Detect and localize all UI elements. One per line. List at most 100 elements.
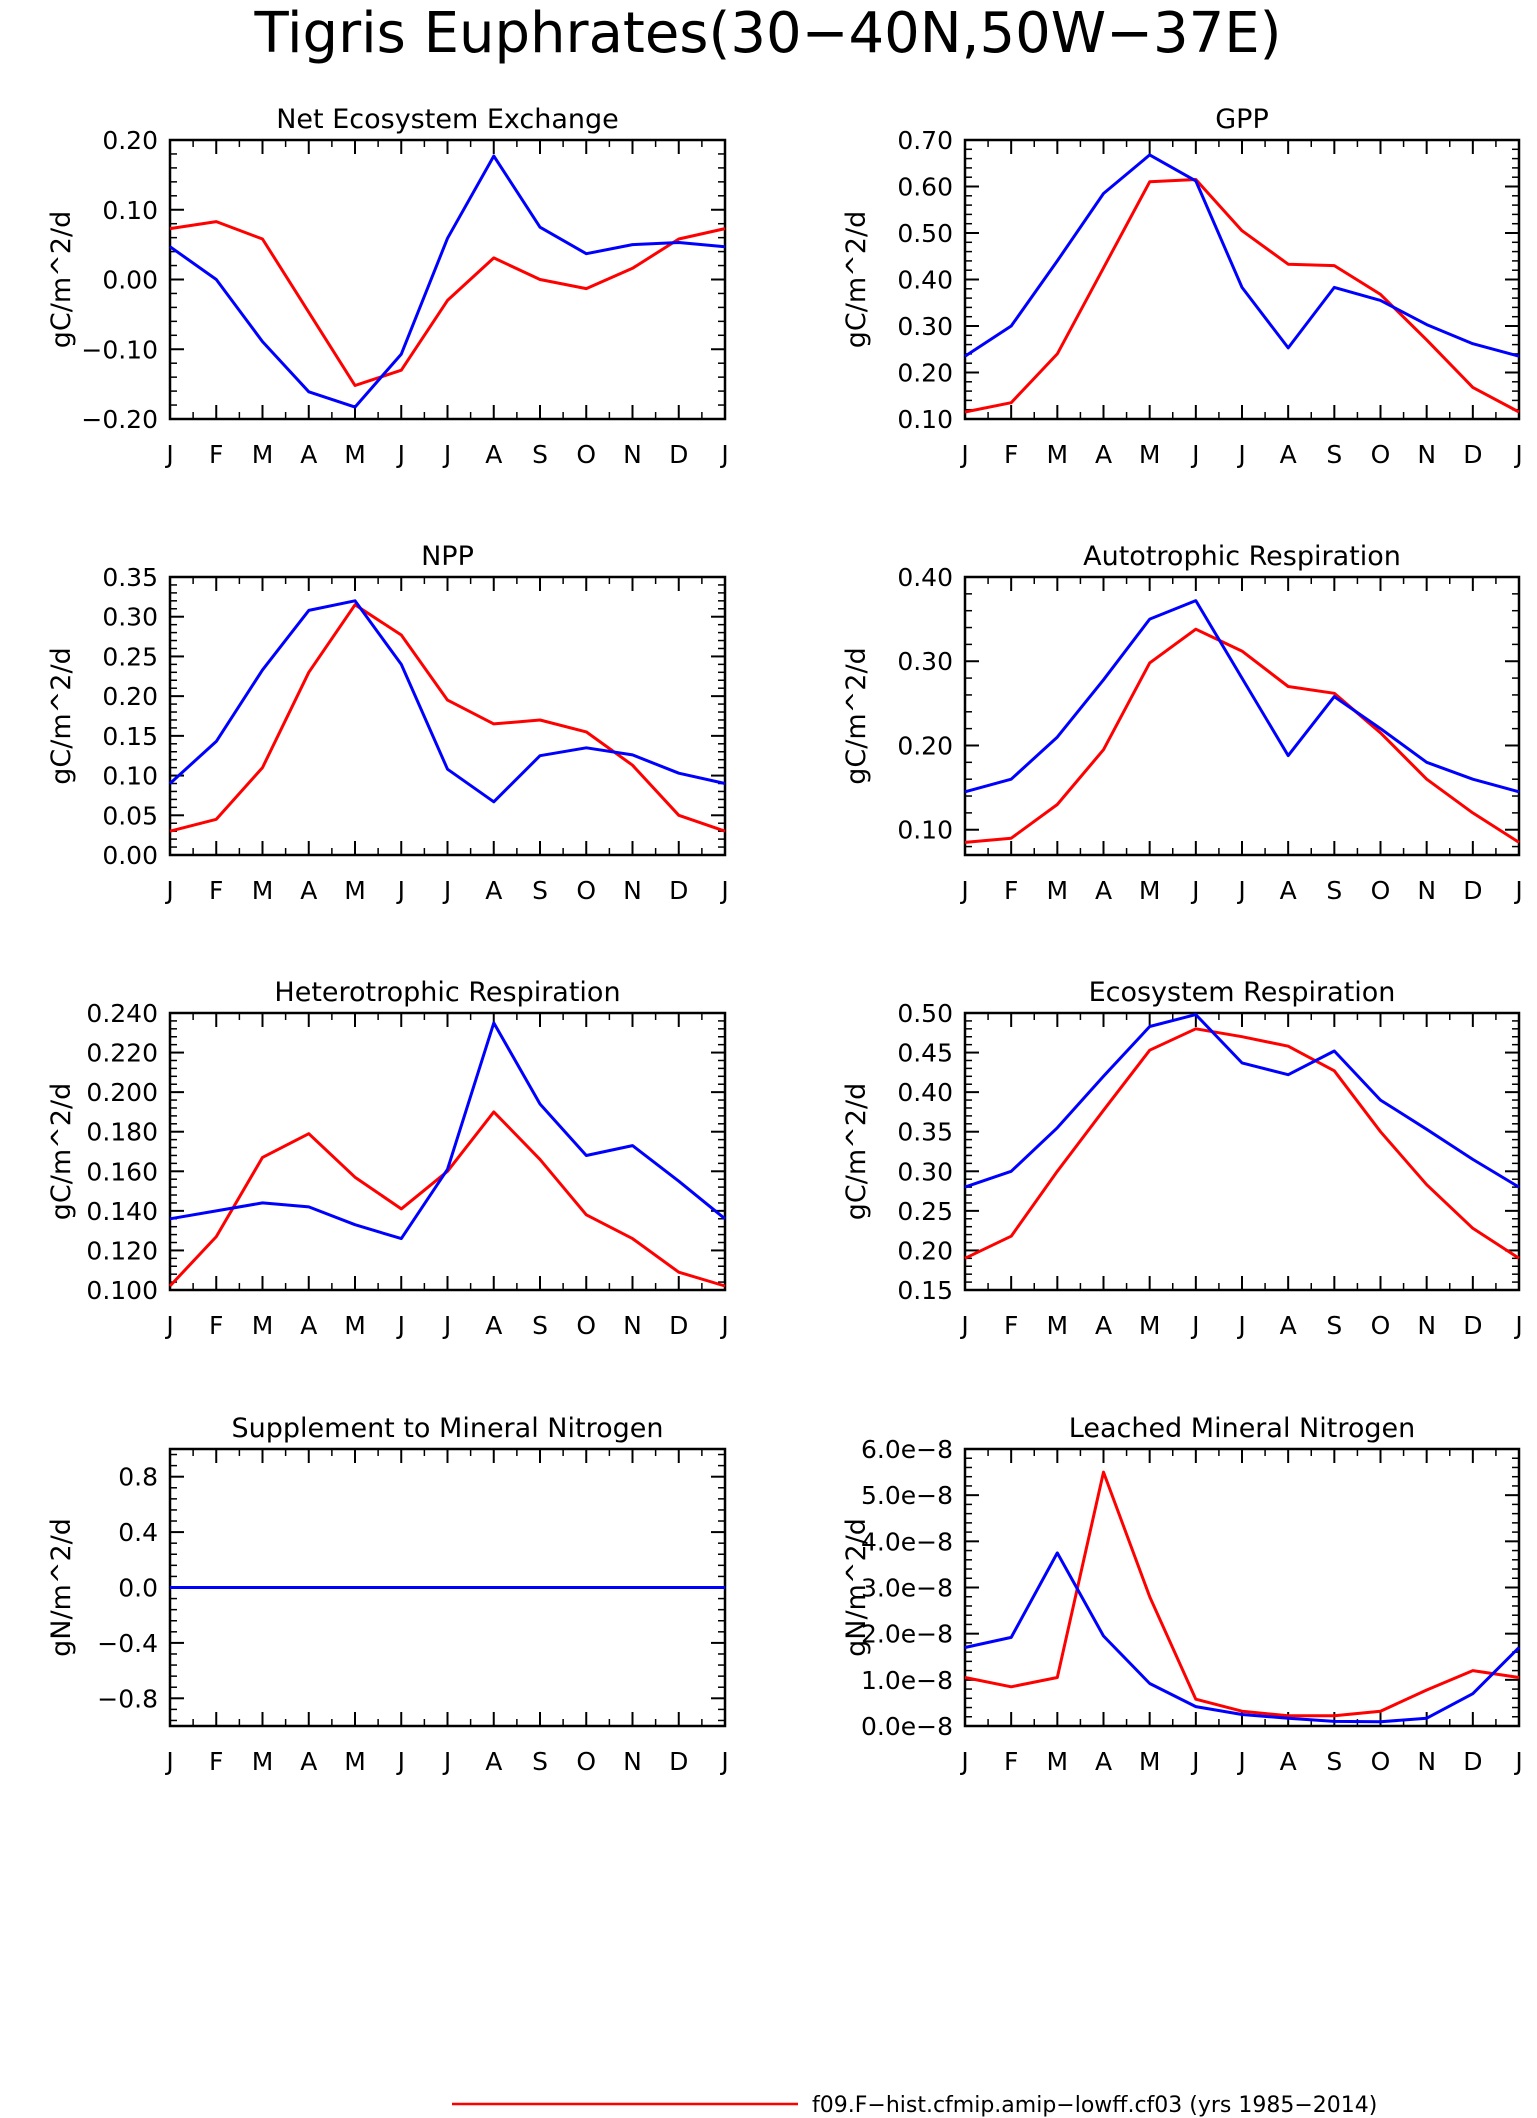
y-tick-label: 0.30 [102, 603, 158, 632]
series-line-red [964, 1027, 1520, 1260]
y-tick-label: −0.10 [81, 335, 158, 364]
x-tick-label: A [1280, 1747, 1297, 1776]
y-tick-label: −0.8 [97, 1684, 158, 1713]
panel-title: GPP [1215, 104, 1269, 135]
series-line-red [964, 1470, 1520, 1718]
y-tick-label: 0.240 [86, 999, 158, 1028]
x-tick-label: J [442, 1311, 451, 1340]
x-tick-label: S [1326, 440, 1342, 469]
y-tick-label: 0.70 [897, 126, 953, 155]
y-tick-label: 0.10 [897, 405, 953, 434]
x-tick-label: O [576, 876, 596, 905]
x-tick-label: D [669, 876, 688, 905]
x-tick-label: J [959, 1311, 968, 1340]
y-tick-label: 0.15 [102, 722, 158, 751]
y-tick-label: 0.25 [897, 1197, 953, 1226]
x-tick-label: F [1004, 440, 1018, 469]
x-tick-label: J [164, 1311, 173, 1340]
y-tick-label: 0.30 [897, 312, 953, 341]
x-tick-label: N [1417, 876, 1436, 905]
x-tick-label: A [1280, 876, 1297, 905]
x-tick-label: N [1417, 1747, 1436, 1776]
x-tick-label: M [1139, 1311, 1161, 1340]
x-tick-label: F [1004, 1747, 1018, 1776]
x-tick-label: J [959, 440, 968, 469]
series-line-blue [964, 1013, 1520, 1189]
y-tick-label: 0.20 [897, 731, 953, 760]
x-tick-label: F [209, 1311, 223, 1340]
x-tick-label: D [669, 1311, 688, 1340]
x-tick-label: A [485, 1311, 502, 1340]
x-tick-label: M [344, 1747, 366, 1776]
x-tick-label: J [164, 1747, 173, 1776]
x-tick-label: O [576, 1747, 596, 1776]
x-tick-label: N [1417, 1311, 1436, 1340]
y-tick-label: 0.40 [897, 266, 953, 295]
x-tick-label: M [1139, 1747, 1161, 1776]
x-tick-label: A [300, 1747, 317, 1776]
panel-title: Leached Mineral Nitrogen [1069, 1413, 1415, 1444]
y-tick-label: 0.60 [897, 173, 953, 202]
y-tick-label: 0.0 [118, 1574, 158, 1603]
y-tick-label: 0.40 [897, 563, 953, 592]
y-tick-label: 0.35 [897, 1118, 953, 1147]
y-tick-label: 0.25 [102, 642, 158, 671]
y-tick-label: 4.0e−8 [861, 1527, 953, 1556]
x-tick-label: M [1047, 440, 1069, 469]
y-tick-label: 0.00 [102, 266, 158, 295]
x-tick-label: S [1326, 1311, 1342, 1340]
x-tick-label: F [209, 440, 223, 469]
x-tick-label: J [1513, 1747, 1522, 1776]
y-axis-label: gC/m^2/d [841, 211, 872, 348]
y-tick-label: −0.4 [97, 1629, 158, 1658]
x-tick-label: A [300, 440, 317, 469]
y-axis-label: gN/m^2/d [46, 1518, 77, 1657]
figure-title: Tigris Euphrates(30−40N,50W−37E) [253, 1, 1281, 66]
plot-frame [168, 138, 727, 421]
plot-frame [963, 138, 1521, 421]
plot-frame [168, 575, 727, 857]
x-tick-label: J [959, 1747, 968, 1776]
series-line-red [169, 220, 726, 387]
x-tick-label: J [1236, 440, 1245, 469]
x-tick-label: M [1047, 1747, 1069, 1776]
x-tick-label: A [1095, 1311, 1112, 1340]
x-tick-label: M [252, 876, 274, 905]
y-axis-label: gN/m^2/d [841, 1518, 872, 1657]
series-line-blue [169, 1021, 726, 1241]
x-tick-label: M [252, 1747, 274, 1776]
x-tick-label: J [719, 440, 728, 469]
plot-frame [963, 1447, 1521, 1728]
x-tick-label: M [344, 440, 366, 469]
x-tick-label: J [396, 440, 405, 469]
x-tick-label: J [396, 1747, 405, 1776]
x-tick-label: F [1004, 876, 1018, 905]
y-tick-label: 0.10 [102, 196, 158, 225]
panel-title: Heterotrophic Respiration [274, 977, 620, 1008]
series-line-blue [168, 599, 726, 804]
y-tick-label: 0.180 [86, 1118, 158, 1147]
panel-title: Autotrophic Respiration [1083, 541, 1401, 572]
y-tick-label: 0.00 [102, 841, 158, 870]
x-tick-label: J [1190, 440, 1199, 469]
series-line-red [964, 178, 1520, 414]
x-tick-label: M [252, 440, 274, 469]
x-tick-label: O [576, 440, 596, 469]
series-line-red [169, 603, 726, 833]
x-tick-label: F [209, 876, 223, 905]
x-tick-label: A [1095, 440, 1112, 469]
y-tick-label: 0.35 [102, 563, 158, 592]
y-tick-label: 0.200 [86, 1078, 158, 1107]
y-tick-label: 0.100 [86, 1276, 158, 1305]
x-tick-label: J [442, 1747, 451, 1776]
x-tick-label: N [623, 440, 642, 469]
x-tick-label: J [1190, 1747, 1199, 1776]
plot-frame [963, 1011, 1521, 1292]
x-tick-label: J [1513, 876, 1522, 905]
series-line-red [964, 627, 1520, 844]
